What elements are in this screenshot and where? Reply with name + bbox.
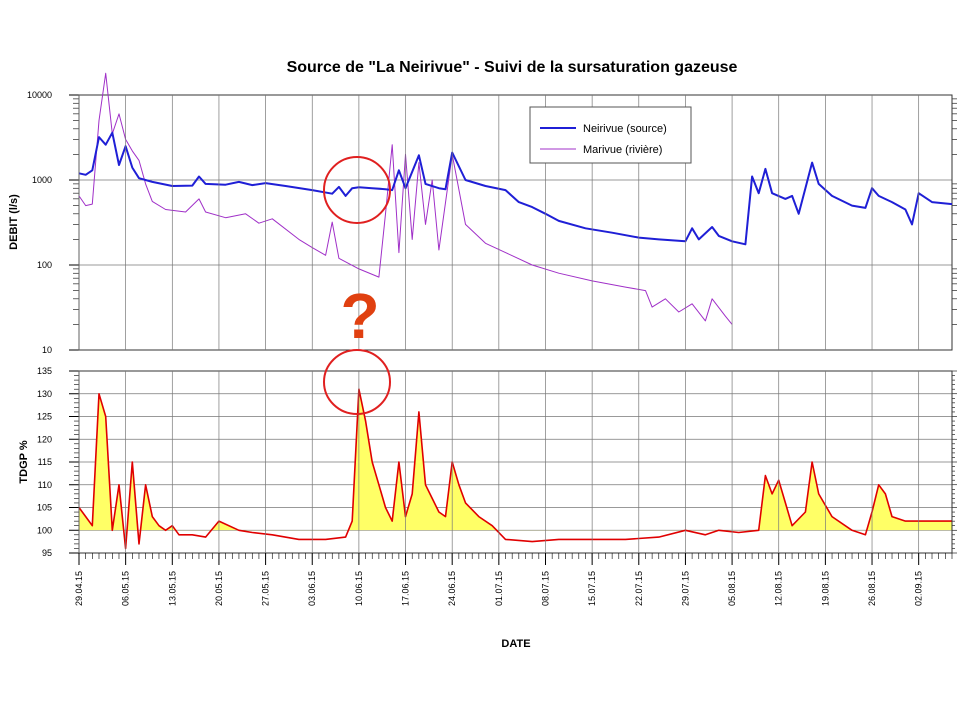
tdgp-tick-label: 130 — [37, 389, 52, 399]
question-mark: ? — [340, 280, 379, 352]
legend: Neirivue (source) Marivue (rivière) — [529, 106, 692, 164]
date-tick-label: 26.08.15 — [867, 571, 877, 606]
date-tick-label: 29.04.15 — [74, 571, 84, 606]
date-tick-label: 29.07.15 — [680, 571, 690, 606]
date-tick-label: 15.07.15 — [587, 571, 597, 606]
tdgp-tick-label: 115 — [38, 457, 52, 467]
legend-label-marivue: Marivue (rivière) — [583, 144, 662, 156]
annotations: ? — [323, 156, 391, 415]
tdgp-tick-label: 100 — [37, 525, 52, 535]
date-tick-label: 05.08.15 — [727, 571, 737, 606]
tdgp-panel: 95 100 105 110 115 120 125 130 135 — [37, 366, 957, 558]
date-tick-label: 20.05.15 — [214, 571, 224, 606]
tdgp-tick-label: 95 — [42, 548, 52, 558]
debit-axis-label: DEBIT (l/s) — [8, 194, 20, 250]
tdgp-line — [78, 388, 952, 550]
legend-label-neirivue: Neirivue (source) — [583, 123, 667, 135]
date-tick-label: 03.06.15 — [307, 571, 317, 606]
debit-frame — [78, 94, 953, 351]
date-tick-label: 10.06.15 — [354, 571, 364, 606]
date-tick-label: 13.05.15 — [167, 571, 177, 606]
debit-tick-label: 1000 — [32, 175, 52, 185]
tdgp-tick-label: 110 — [38, 480, 52, 490]
date-tick-label: 24.06.15 — [447, 571, 457, 606]
date-tick-label: 17.06.15 — [401, 571, 411, 606]
tdgp-fill-area — [79, 389, 952, 531]
legend-box — [529, 106, 692, 164]
highlight-circle-tdgp — [323, 349, 391, 415]
date-tick-label: 19.08.15 — [820, 571, 830, 606]
debit-tick-label: 10000 — [27, 90, 52, 100]
debit-tick-label: 10 — [42, 345, 52, 355]
date-tick-label: 12.08.15 — [774, 571, 784, 606]
date-tick-label: 27.05.15 — [261, 571, 271, 606]
date-axis-label: DATE — [501, 638, 530, 650]
debit-tick-label: 100 — [37, 260, 52, 270]
date-tick-label: 06.05.15 — [121, 571, 131, 606]
series-line-neirivue — [78, 131, 953, 246]
tdgp-axis-label: TDGP % — [18, 440, 30, 483]
chart-title: Source de "La Neirivue" - Suivi de la su… — [287, 59, 738, 76]
tdgp-tick-label: 120 — [37, 434, 52, 444]
date-tick-label: 01.07.15 — [494, 571, 504, 606]
tdgp-tick-label: 105 — [37, 503, 52, 513]
highlight-circle-debit — [323, 156, 391, 224]
debit-panel: 10 100 1000 10000 — [27, 72, 957, 355]
tdgp-tick-label: 135 — [37, 366, 52, 376]
date-tick-label: 02.09.15 — [914, 571, 924, 606]
date-tick-label: 22.07.15 — [634, 571, 644, 606]
date-tick-label: 08.07.15 — [540, 571, 550, 606]
tdgp-tick-label: 125 — [37, 412, 52, 422]
